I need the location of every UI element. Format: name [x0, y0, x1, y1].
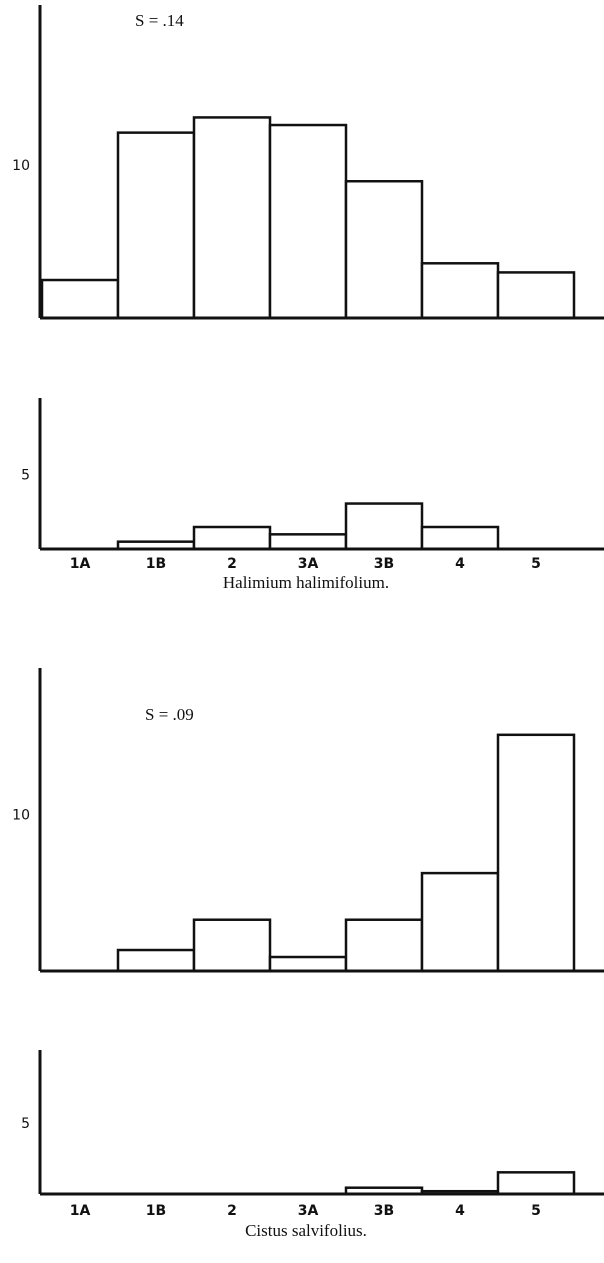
bar: [344, 918, 424, 973]
x-tick-label: 1A: [70, 1203, 91, 1219]
x-tick-label: 5: [531, 556, 541, 572]
bar: [420, 871, 500, 973]
bar: [344, 180, 424, 320]
bar: [496, 271, 576, 320]
y-tick-label: 5: [21, 1116, 30, 1132]
bar: [116, 948, 196, 973]
y-tick-label: 5: [21, 468, 30, 484]
x-tick-label: 1B: [146, 556, 166, 572]
x-tick-label: 1B: [146, 1203, 166, 1219]
bar: [268, 955, 348, 973]
x-tick-label: 3B: [374, 1203, 394, 1219]
bar: [192, 525, 272, 551]
x-tick-label: 3A: [298, 1203, 319, 1219]
caption: Halimium halimifolium.: [223, 573, 389, 592]
bar: [496, 733, 576, 973]
caption: Cistus salvifolius.: [245, 1221, 367, 1240]
bar: [268, 533, 348, 551]
y-tick-label: 10: [12, 808, 30, 824]
x-tick-label: 3A: [298, 556, 319, 572]
x-tick-label: 2: [227, 1203, 237, 1219]
x-tick-label: 5: [531, 1203, 541, 1219]
x-tick-label: 2: [227, 556, 237, 572]
annotation: S = .14: [135, 11, 184, 30]
x-tick-label: 1A: [70, 556, 91, 572]
bar: [420, 262, 500, 320]
bar: [116, 131, 196, 320]
bar: [268, 123, 348, 320]
x-tick-label: 3B: [374, 556, 394, 572]
bar: [192, 918, 272, 973]
y-tick-label: 10: [12, 158, 30, 174]
annotation: S = .09: [145, 705, 194, 724]
bar: [420, 525, 500, 551]
bar: [496, 1171, 576, 1196]
bar: [344, 502, 424, 551]
x-tick-label: 4: [455, 1203, 465, 1219]
x-tick-label: 4: [455, 556, 465, 572]
bar: [40, 278, 120, 320]
bar: [192, 116, 272, 320]
